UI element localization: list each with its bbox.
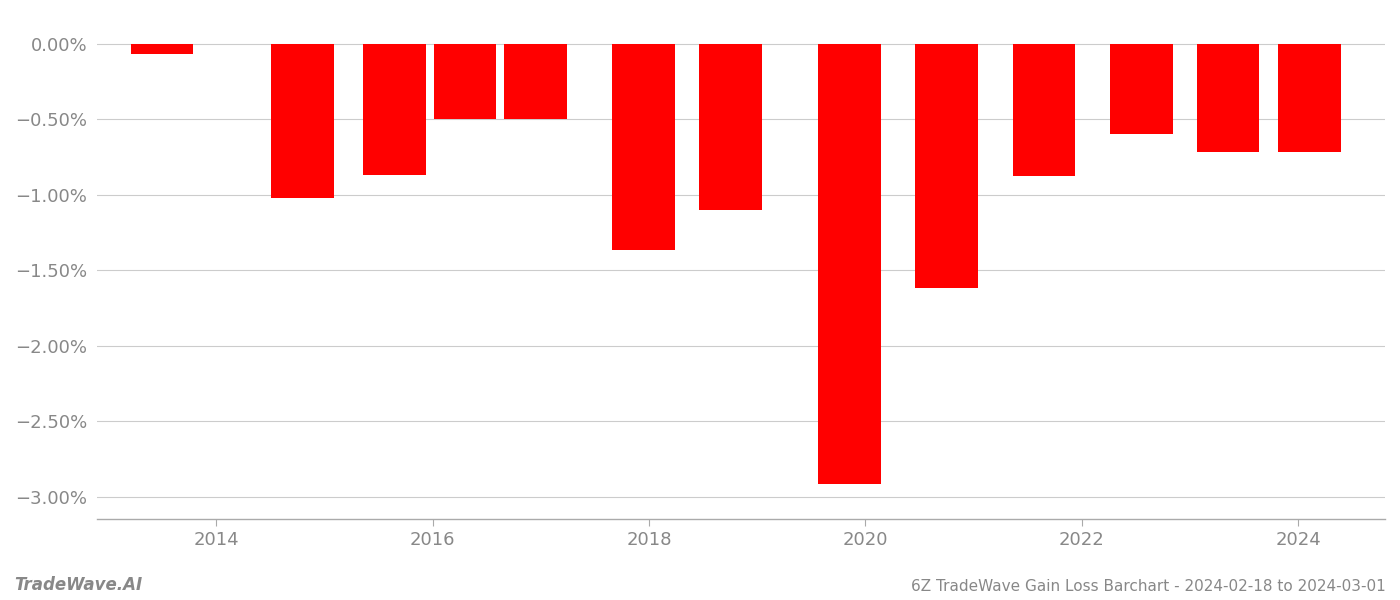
Bar — [363, 44, 426, 175]
Text: TradeWave.AI: TradeWave.AI — [14, 576, 143, 594]
Bar — [699, 44, 762, 210]
Bar — [504, 44, 567, 119]
Bar — [612, 44, 675, 250]
Bar — [1197, 44, 1260, 152]
Bar — [1278, 44, 1341, 152]
Bar — [1012, 44, 1075, 176]
Bar — [272, 44, 335, 197]
Bar — [1110, 44, 1173, 134]
Text: 6Z TradeWave Gain Loss Barchart - 2024-02-18 to 2024-03-01: 6Z TradeWave Gain Loss Barchart - 2024-0… — [911, 579, 1386, 594]
Bar — [818, 44, 881, 484]
Bar — [434, 44, 497, 119]
Bar — [916, 44, 979, 288]
Bar — [130, 44, 193, 54]
